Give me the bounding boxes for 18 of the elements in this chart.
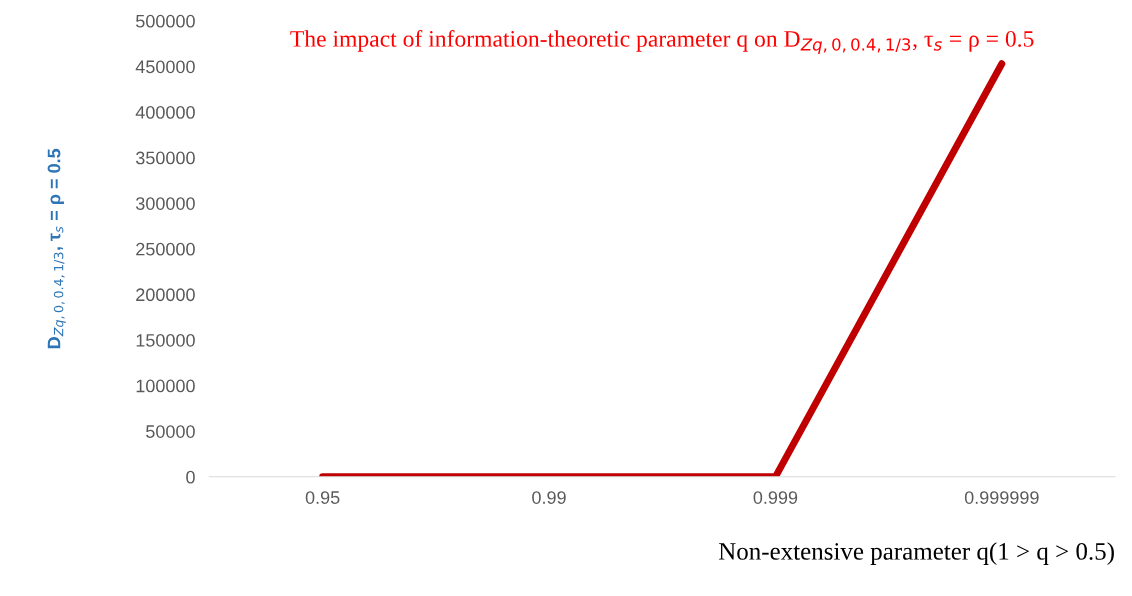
y-tick-label: 150000 [136,333,195,347]
x-tick-label: 0.999 [753,491,798,504]
y-tick-label: 200000 [136,288,195,302]
y-axis-title: D$_{Zq,0,0.4,1/3}$, τ$_{s}$ = ρ = 0.5 [47,148,66,349]
y-tick-label: 400000 [135,105,195,119]
chart-title: The impact of information-theoretic parameter q on D$_{Zq,0,0.4,1/3}$, τ$_{s}$ = ρ = 0.5 [290,29,1034,54]
x-tick-label: 0.99 [532,491,566,504]
y-tick-label: 450000 [135,60,195,74]
y-tick-label: 0 [186,470,195,484]
y-tick-label: 100000 [136,379,195,393]
y-tick-label: 300000 [135,197,195,210]
y-tick-label: 50000 [146,425,195,438]
y-tick-label: 350000 [135,151,195,165]
y-tick-label: 500000 [136,14,195,28]
y-tick-label: 250000 [136,242,195,256]
x-axis-title: Non-extensive parameter q(1 > q > 0.5) [718,542,1114,565]
x-tick-label: 0.95 [305,491,340,504]
x-tick-label: 0.999999 [964,491,1039,504]
